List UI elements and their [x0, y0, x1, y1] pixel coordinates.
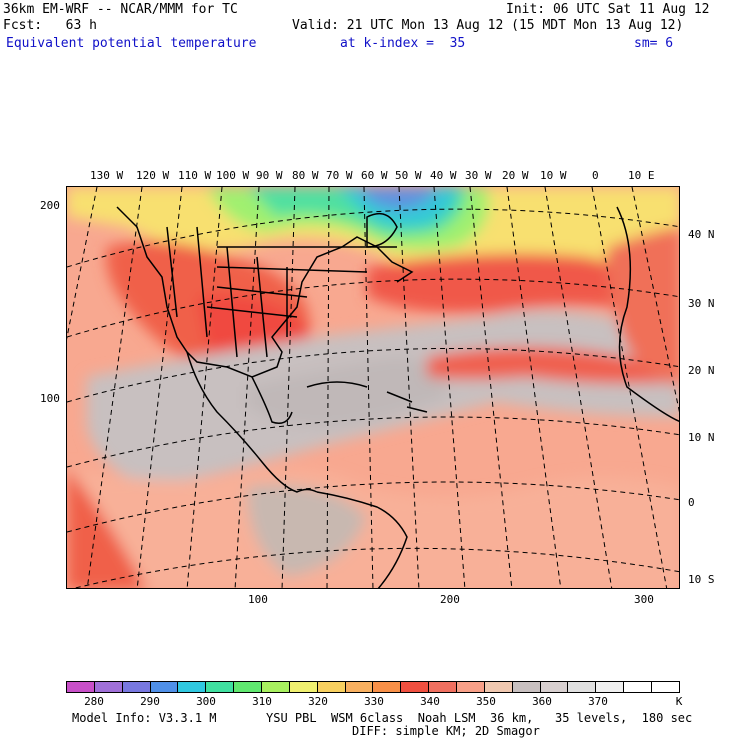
lon-label: 90 W	[256, 169, 283, 182]
colorbar-label: 310	[252, 695, 272, 708]
lon-label: 80 W	[292, 169, 319, 182]
lon-label: 20 W	[502, 169, 529, 182]
init-time: Init: 06 UTC Sat 11 Aug 12	[506, 2, 710, 17]
colorbar-swatch	[289, 682, 318, 692]
lon-label: 40 W	[430, 169, 457, 182]
colorbar-swatch	[429, 682, 458, 692]
lat-label: 30 N	[688, 297, 715, 310]
diffusion-info: DIFF: simple KM; 2D Smagor	[352, 724, 540, 738]
model-title: 36km EM-WRF -- NCAR/MMM for TC	[3, 2, 238, 17]
colorbar-swatch	[624, 682, 653, 692]
forecast-hour: Fcst: 63 h	[3, 18, 97, 33]
lat-label: 10 N	[688, 431, 715, 444]
level-info: at k-index = 35	[340, 36, 466, 51]
lon-label: 30 W	[465, 169, 492, 182]
colorbar-label: 320	[308, 695, 328, 708]
grid-label-left: 200	[40, 199, 60, 212]
colorbar-swatch	[94, 682, 123, 692]
lon-label: 70 W	[326, 169, 353, 182]
lon-label: 0	[592, 169, 599, 182]
map-graphic	[67, 187, 679, 588]
lon-label: 110 W	[178, 169, 212, 182]
colorbar-swatch	[317, 682, 346, 692]
colorbar-swatch	[596, 682, 625, 692]
grid-label-bottom: 200	[440, 593, 460, 606]
colorbar-swatch	[150, 682, 179, 692]
colorbar-swatch	[67, 682, 95, 692]
colorbar-unit: K	[675, 695, 683, 708]
lon-label: 10 W	[540, 169, 567, 182]
field-name: Equivalent potential temperature	[6, 36, 257, 51]
colorbar-label: 290	[140, 695, 160, 708]
grid-label-bottom: 300	[634, 593, 654, 606]
colorbar-label: 370	[588, 695, 608, 708]
lat-label: 10 S	[688, 573, 715, 586]
lon-label: 60 W	[361, 169, 388, 182]
smoothing-info: sm= 6	[634, 36, 674, 51]
colorbar-label: 360	[532, 695, 552, 708]
lon-label: 50 W	[395, 169, 422, 182]
colorbar-swatch	[206, 682, 235, 692]
lat-label: 40 N	[688, 228, 715, 241]
colorbar-label: 330	[364, 695, 384, 708]
lat-label: 0	[688, 496, 695, 509]
lon-label: 100 W	[216, 169, 250, 182]
colorbar-swatch	[345, 682, 374, 692]
colorbar-swatch	[568, 682, 597, 692]
colorbar-swatch	[652, 682, 679, 692]
colorbar-swatch	[122, 682, 151, 692]
colorbar-swatch	[540, 682, 569, 692]
colorbar-label: 340	[420, 695, 440, 708]
colorbar-swatch	[401, 682, 430, 692]
colorbar-label: 280	[84, 695, 104, 708]
lon-label: 120 W	[136, 169, 170, 182]
physics-info: YSU PBL WSM 6class Noah LSM 36 km, 35 le…	[266, 711, 693, 725]
valid-time: Valid: 21 UTC Mon 13 Aug 12 (15 MDT Mon …	[292, 18, 684, 33]
colorbar	[66, 681, 680, 693]
colorbar-swatch	[234, 682, 263, 692]
theta-e-map	[66, 186, 680, 589]
colorbar-swatch	[373, 682, 402, 692]
colorbar-swatch	[262, 682, 290, 692]
colorbar-swatch	[178, 682, 207, 692]
colorbar-swatch	[457, 682, 485, 692]
lat-label: 20 N	[688, 364, 715, 377]
colorbar-swatch	[512, 682, 541, 692]
colorbar-label: 300	[196, 695, 216, 708]
grid-label-left: 100	[40, 392, 60, 405]
lon-label: 130 W	[90, 169, 124, 182]
lon-label: 10 E	[628, 169, 655, 182]
colorbar-label: 350	[476, 695, 496, 708]
model-info: Model Info: V3.3.1 M	[72, 711, 217, 725]
grid-label-bottom: 100	[248, 593, 268, 606]
colorbar-swatch	[484, 682, 513, 692]
